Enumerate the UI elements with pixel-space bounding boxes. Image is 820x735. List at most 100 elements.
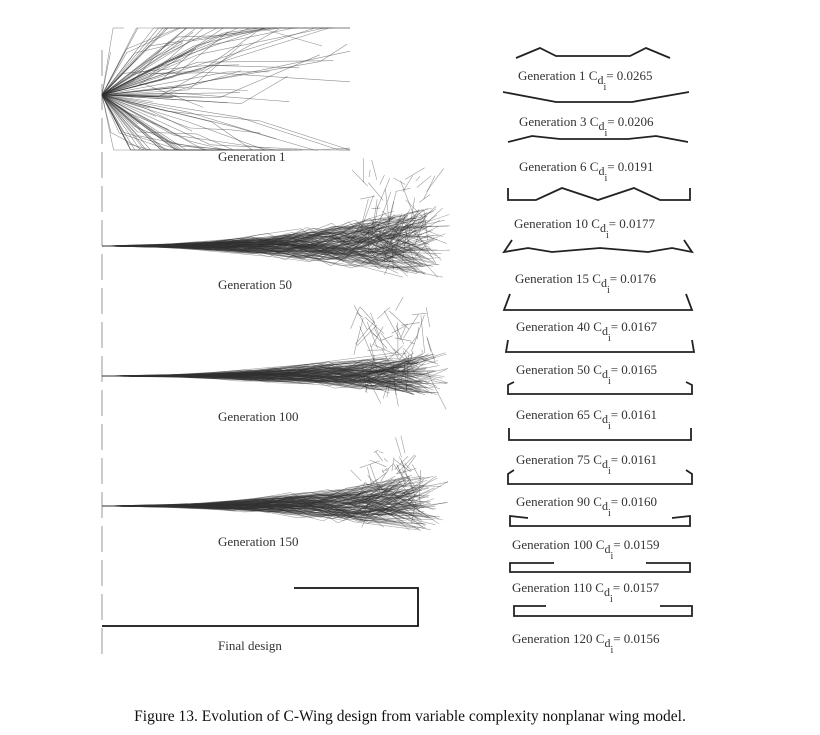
wing-segment — [275, 494, 318, 503]
wing-segment — [205, 499, 249, 506]
wing-segment — [101, 27, 187, 96]
wing-segment — [255, 501, 309, 514]
wing-segment — [360, 219, 415, 225]
wing-segment — [218, 238, 264, 243]
wing-segment — [238, 116, 340, 151]
wing-segment — [358, 224, 408, 277]
wing-segment — [309, 362, 367, 367]
wing-segment — [101, 505, 157, 508]
wing-segment — [334, 364, 374, 375]
wing-segment — [101, 505, 159, 507]
wing-segment — [234, 243, 285, 248]
wing-segment — [206, 499, 265, 504]
wing-segment — [353, 376, 401, 385]
wing-segment — [167, 241, 245, 246]
wing-segment — [192, 500, 268, 507]
wing-segment — [227, 372, 268, 383]
wing-segment — [167, 506, 227, 508]
wing-segment — [339, 361, 394, 380]
wing-segment — [101, 375, 153, 377]
cd-symbol: C — [593, 362, 602, 377]
wing-segment — [380, 335, 394, 341]
wing-segment — [249, 371, 338, 376]
wing-segment — [263, 250, 329, 261]
wing-segment — [291, 253, 342, 259]
wing-segment — [248, 499, 312, 506]
wing-segment — [151, 244, 200, 247]
wing-segment — [156, 505, 200, 507]
wing-segment — [228, 242, 285, 250]
wing-segment — [101, 245, 159, 247]
wing-segment — [301, 365, 362, 376]
wing-segment — [361, 498, 371, 501]
wing-segment — [254, 499, 298, 505]
wing-segment — [157, 70, 242, 97]
wing-segment — [101, 375, 166, 377]
wing-segment — [312, 497, 372, 507]
wing-segment — [101, 245, 142, 247]
wing-segment — [366, 508, 416, 511]
wing-segment — [400, 435, 406, 454]
wing-segment — [338, 504, 383, 517]
wing-segment — [139, 506, 187, 508]
wing-segment — [358, 505, 419, 510]
wing-segment — [234, 237, 295, 242]
wing-segment — [249, 500, 328, 512]
wing-segment — [383, 250, 435, 263]
cd-symbol: C — [592, 271, 601, 286]
wing-segment — [263, 499, 312, 505]
wing-segment — [157, 506, 218, 509]
wing-segment — [172, 31, 229, 78]
wing-segment — [219, 239, 272, 249]
wing-segment — [387, 201, 395, 228]
wing-segment — [293, 365, 341, 375]
wing-segment — [278, 497, 337, 506]
wing-segment — [267, 500, 348, 504]
wing-segment — [232, 497, 281, 509]
wing-segment — [390, 498, 435, 514]
wing-segment — [220, 243, 267, 257]
cd-value: = 0.0159 — [613, 537, 659, 552]
shape-gen1-3 — [502, 91, 690, 103]
wing-segment — [257, 239, 335, 256]
wing-segment — [246, 497, 313, 510]
wing-segment — [235, 249, 273, 251]
wing-segment — [284, 242, 325, 258]
wing-segment — [203, 374, 253, 378]
wing-segment — [153, 245, 204, 250]
wing-segment — [101, 245, 147, 247]
wing-segment — [273, 504, 350, 519]
wing-segment — [196, 373, 283, 375]
wing-segment — [293, 507, 344, 519]
wing-segment — [276, 372, 340, 380]
wing-segment — [169, 242, 238, 245]
wing-segment — [314, 486, 376, 494]
wing-segment — [363, 483, 418, 488]
wing-segment — [156, 374, 223, 376]
wing-segment — [163, 374, 223, 377]
wing-segment — [309, 499, 363, 515]
wing-segment — [268, 374, 310, 381]
shape-gen3-6 — [507, 135, 689, 143]
wing-segment — [101, 94, 120, 127]
wing-segment — [281, 227, 335, 242]
wing-segment — [342, 373, 409, 393]
wing-segment — [196, 244, 241, 252]
wing-segment — [359, 306, 376, 324]
wing-segment — [355, 235, 371, 241]
wing-segment — [198, 237, 254, 243]
wing-segment — [263, 233, 326, 239]
wing-segment — [255, 492, 328, 505]
wing-segment — [200, 32, 257, 72]
wing-segment — [272, 243, 332, 248]
wing-segment — [387, 360, 438, 377]
wing-segment — [247, 373, 321, 383]
wing-segment — [361, 506, 441, 518]
wing-segment — [183, 504, 257, 511]
wing-segment — [241, 233, 322, 254]
wing-segment — [402, 175, 413, 192]
wing-segment — [268, 377, 352, 386]
wing-segment — [361, 482, 411, 519]
wing-segment — [147, 243, 209, 247]
wing-segment — [384, 241, 399, 275]
